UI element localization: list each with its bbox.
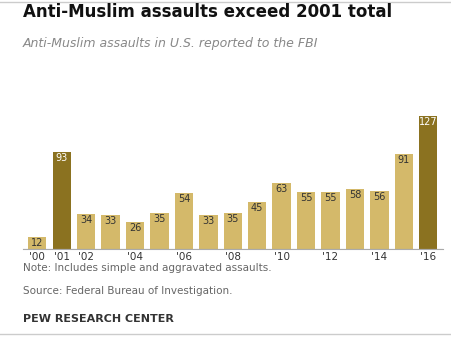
Text: 127: 127 bbox=[418, 117, 437, 127]
Bar bbox=[418, 116, 437, 249]
Bar bbox=[101, 215, 120, 249]
Bar bbox=[199, 215, 217, 249]
Text: 35: 35 bbox=[153, 214, 165, 224]
Text: Source: Federal Bureau of Investigation.: Source: Federal Bureau of Investigation. bbox=[23, 286, 231, 297]
Text: 54: 54 bbox=[177, 194, 190, 204]
Bar bbox=[125, 222, 144, 249]
Bar bbox=[28, 237, 46, 249]
Bar bbox=[223, 213, 241, 249]
Bar bbox=[369, 191, 388, 249]
Bar bbox=[52, 152, 71, 249]
Text: Anti-Muslim assaults exceed 2001 total: Anti-Muslim assaults exceed 2001 total bbox=[23, 3, 391, 21]
Text: 12: 12 bbox=[31, 238, 43, 248]
Text: 58: 58 bbox=[348, 190, 360, 200]
Bar bbox=[394, 154, 412, 249]
Text: PEW RESEARCH CENTER: PEW RESEARCH CENTER bbox=[23, 313, 173, 324]
Text: 56: 56 bbox=[373, 192, 385, 202]
Text: 26: 26 bbox=[129, 223, 141, 233]
Bar bbox=[272, 183, 290, 249]
Bar bbox=[77, 214, 95, 249]
Text: Anti-Muslim assaults in U.S. reported to the FBI: Anti-Muslim assaults in U.S. reported to… bbox=[23, 37, 318, 50]
Bar bbox=[321, 192, 339, 249]
Text: 63: 63 bbox=[275, 184, 287, 194]
Text: 93: 93 bbox=[55, 153, 68, 163]
Text: 55: 55 bbox=[323, 193, 336, 203]
Bar bbox=[150, 213, 168, 249]
Bar bbox=[296, 192, 314, 249]
Bar bbox=[175, 193, 193, 249]
Bar bbox=[248, 202, 266, 249]
Text: 33: 33 bbox=[202, 216, 214, 226]
Text: 45: 45 bbox=[250, 203, 263, 213]
Text: Note: Includes simple and aggravated assaults.: Note: Includes simple and aggravated ass… bbox=[23, 263, 271, 273]
Text: 33: 33 bbox=[104, 216, 116, 226]
Text: 91: 91 bbox=[397, 155, 409, 165]
Text: 55: 55 bbox=[299, 193, 312, 203]
Text: 35: 35 bbox=[226, 214, 239, 224]
Bar bbox=[345, 189, 364, 249]
Text: 34: 34 bbox=[80, 215, 92, 225]
